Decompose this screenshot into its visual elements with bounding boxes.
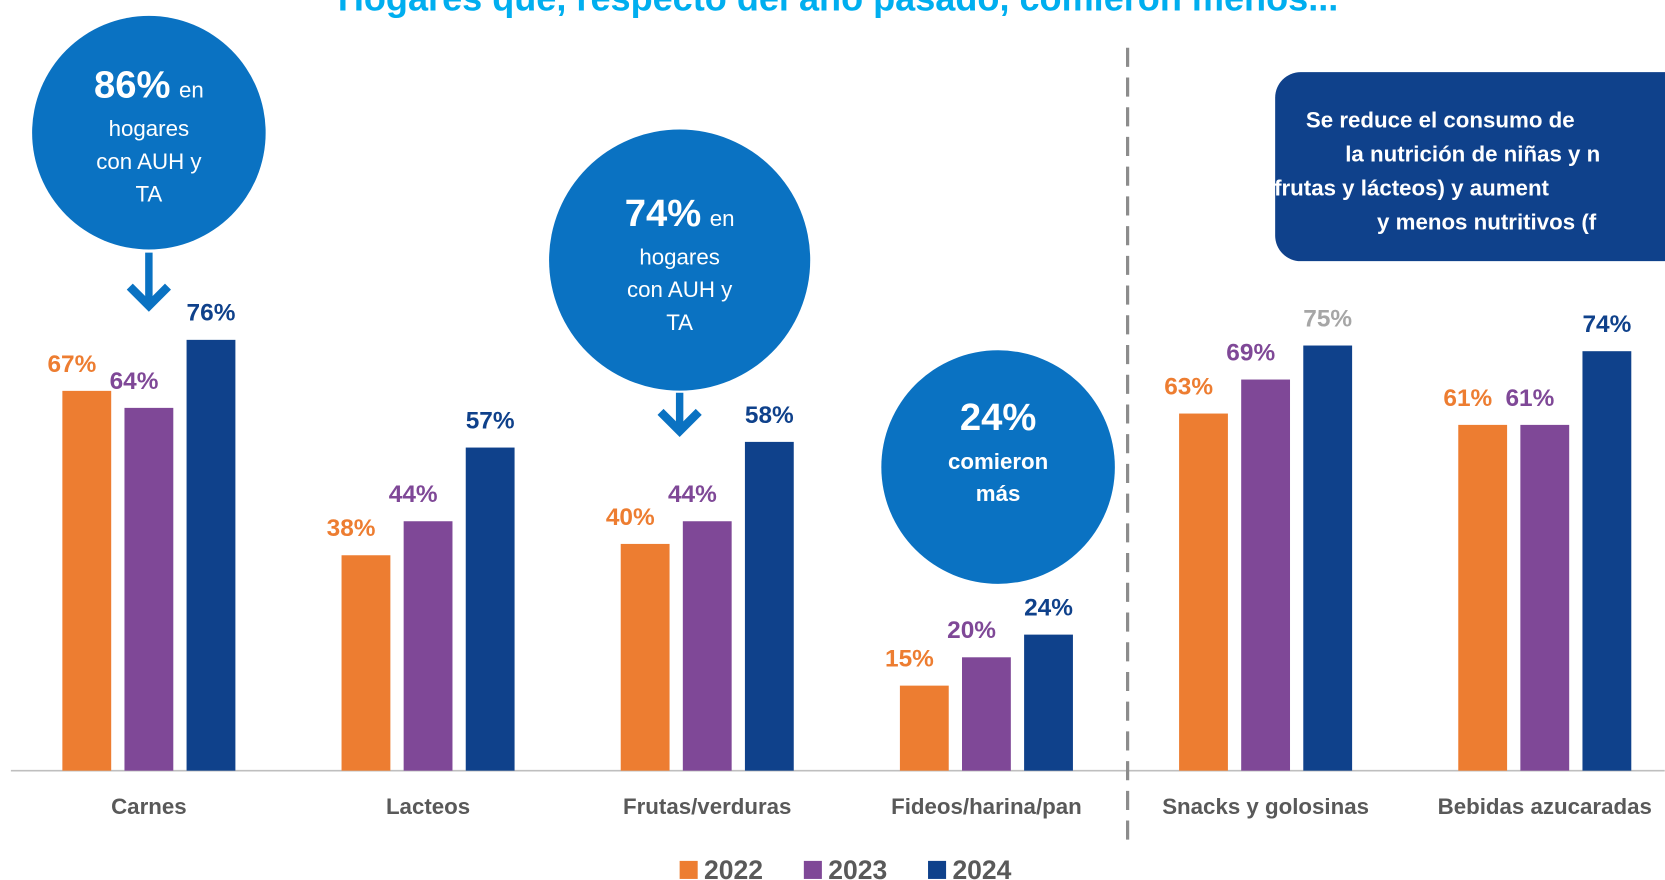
bar: [1179, 413, 1228, 771]
legend-swatch: [803, 860, 822, 879]
bar: [899, 685, 949, 771]
bubble-line: con AUH y: [96, 149, 202, 174]
value-label: 61%: [1505, 385, 1554, 412]
bar: [1303, 345, 1353, 771]
value-label: 44%: [668, 481, 717, 508]
bubble-lead: 86% en: [94, 64, 204, 107]
value-label: 20%: [947, 617, 996, 644]
bubble: [881, 350, 1115, 584]
value-label: 75%: [1303, 305, 1352, 332]
bar: [1241, 379, 1291, 771]
bubble: [549, 129, 811, 391]
value-label: 57%: [466, 407, 515, 434]
bar: [1024, 634, 1073, 771]
bubble-line: TA: [666, 310, 693, 335]
legend-swatch: [928, 860, 947, 879]
callout-line: y menos nutritivos (f: [1377, 209, 1597, 234]
callout-box: [1275, 72, 1665, 262]
bar: [124, 407, 174, 771]
bar: [62, 390, 112, 771]
value-label: 44%: [389, 481, 438, 508]
bar: [962, 657, 1011, 771]
x-tick-label: Frutas/verduras: [623, 794, 791, 819]
value-label: 24%: [1024, 595, 1073, 622]
bubble-line: TA: [135, 182, 162, 207]
value-label: 69%: [1226, 339, 1275, 366]
value-label: 38%: [327, 515, 376, 542]
bubble-line: con AUH y: [627, 277, 733, 302]
x-tick-label: Snacks y golosinas: [1162, 794, 1369, 819]
value-label: 74%: [1582, 311, 1631, 338]
callout-line: Se reduce el consumo de: [1306, 107, 1575, 132]
bubble-lead: 74% en: [625, 192, 735, 235]
value-label: 64%: [110, 368, 159, 395]
bar: [744, 441, 794, 771]
bar: [1458, 424, 1508, 771]
bubble-line: hogares: [109, 116, 190, 141]
bar: [465, 447, 515, 771]
bubble: [32, 15, 266, 250]
bar: [186, 339, 236, 771]
bubble-lead-value: 74%: [625, 192, 701, 235]
value-label: 40%: [606, 504, 655, 531]
value-label: 63%: [1164, 373, 1213, 400]
callout-line: la nutrición de niñas y n: [1345, 141, 1600, 166]
legend-label: 2023: [828, 855, 887, 880]
value-label: 58%: [745, 402, 794, 429]
bar: [403, 521, 453, 771]
value-label: 15%: [885, 646, 934, 673]
chart-title: Hogares que, respecto del año pasado, co…: [338, 0, 1338, 19]
bar: [682, 521, 732, 771]
arrow-head: [657, 408, 702, 437]
x-tick-label: Bebidas azucaradas: [1438, 794, 1652, 819]
bubble-line: comieron: [948, 449, 1048, 474]
arrow-head: [126, 283, 171, 312]
bubble-line: más: [976, 481, 1021, 506]
callout-line: frutas y lácteos) y aument: [1274, 175, 1549, 200]
bubble-lead-value: 24%: [960, 396, 1036, 439]
value-label: 67%: [47, 351, 96, 378]
bar: [620, 543, 670, 771]
x-tick-label: Fideos/harina/pan: [891, 794, 1082, 819]
legend-swatch: [679, 860, 698, 879]
value-label: 61%: [1443, 385, 1492, 412]
x-tick-label: Lacteos: [386, 794, 470, 819]
x-tick-label: Carnes: [111, 794, 187, 819]
bubble-lead-rest: en: [179, 78, 204, 103]
bar: [1520, 424, 1570, 771]
legend-label: 2024: [952, 855, 1011, 880]
bar: [1582, 351, 1632, 771]
legend-label: 2022: [704, 855, 763, 880]
value-label: 76%: [187, 300, 236, 327]
bubble-lead: 24%: [960, 396, 1036, 439]
bubble-line: hogares: [639, 244, 720, 269]
bubble-lead-value: 86%: [94, 64, 170, 107]
bar: [341, 555, 391, 771]
bubble-lead-rest: en: [710, 206, 735, 231]
